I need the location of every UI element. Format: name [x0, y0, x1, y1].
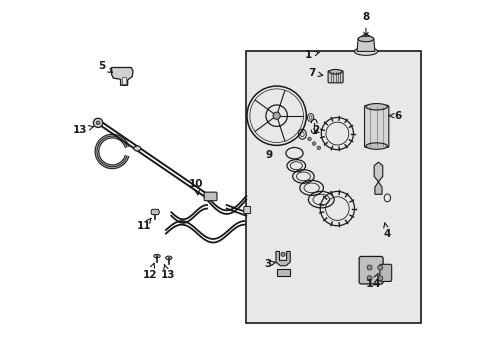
Polygon shape	[275, 251, 290, 266]
Ellipse shape	[153, 254, 160, 258]
Circle shape	[93, 118, 102, 127]
Circle shape	[281, 252, 285, 256]
Text: 13: 13	[160, 264, 175, 280]
Text: 14: 14	[365, 273, 380, 289]
Text: 10: 10	[189, 179, 203, 195]
FancyBboxPatch shape	[379, 264, 391, 282]
Text: 4: 4	[383, 223, 390, 239]
Ellipse shape	[328, 69, 341, 74]
Text: 7: 7	[308, 68, 322, 78]
Text: 5: 5	[98, 61, 112, 72]
FancyBboxPatch shape	[327, 71, 343, 83]
Polygon shape	[276, 269, 289, 276]
Ellipse shape	[365, 143, 386, 149]
Ellipse shape	[357, 36, 373, 42]
Circle shape	[377, 276, 382, 281]
Ellipse shape	[134, 146, 141, 151]
Circle shape	[272, 112, 280, 119]
Text: 1: 1	[305, 50, 319, 60]
Text: 13: 13	[73, 125, 93, 135]
Polygon shape	[374, 182, 381, 194]
Text: 12: 12	[142, 263, 157, 280]
Ellipse shape	[365, 104, 386, 110]
Text: 8: 8	[362, 13, 369, 37]
Circle shape	[312, 142, 315, 145]
Polygon shape	[151, 209, 159, 215]
Text: 3: 3	[264, 259, 275, 269]
Text: 2: 2	[312, 125, 319, 135]
Polygon shape	[111, 67, 133, 85]
FancyBboxPatch shape	[244, 206, 250, 213]
FancyBboxPatch shape	[358, 256, 382, 284]
Circle shape	[377, 265, 382, 270]
Text: 9: 9	[265, 150, 272, 160]
Circle shape	[307, 137, 311, 141]
Circle shape	[366, 276, 371, 281]
Text: 11: 11	[137, 218, 151, 231]
Circle shape	[366, 265, 371, 270]
Ellipse shape	[354, 48, 377, 55]
Polygon shape	[356, 33, 374, 51]
Bar	[122, 77, 125, 84]
Circle shape	[96, 121, 100, 125]
Text: 6: 6	[388, 111, 401, 121]
Circle shape	[316, 146, 320, 150]
FancyBboxPatch shape	[364, 105, 388, 148]
Polygon shape	[373, 162, 382, 182]
FancyBboxPatch shape	[203, 192, 217, 201]
Bar	[246, 51, 421, 323]
Ellipse shape	[165, 256, 172, 260]
